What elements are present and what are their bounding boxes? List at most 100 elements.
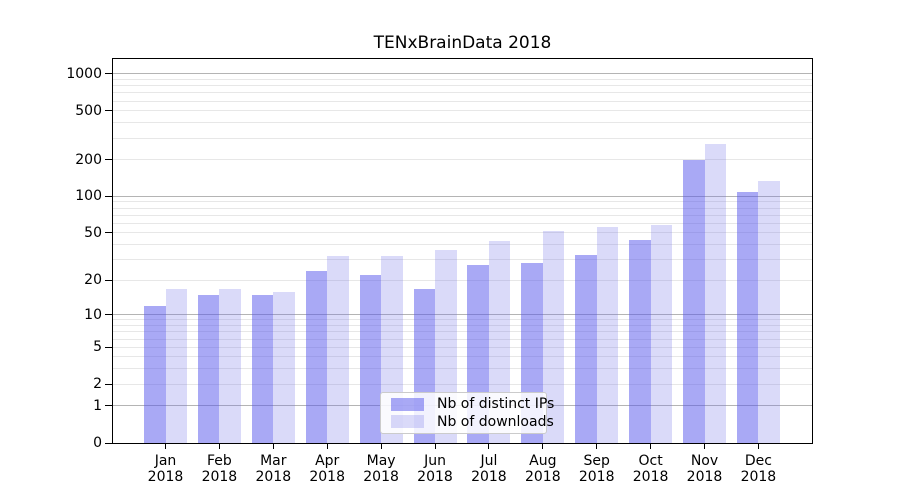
x-tick-month: Jul: [480, 453, 498, 469]
major-gridline: [113, 195, 812, 197]
minor-gridline: [113, 279, 812, 281]
x-tick-label: May 2018: [349, 453, 413, 485]
bar-downloads-jan: [165, 288, 187, 443]
x-tick-year: 2018: [309, 468, 345, 485]
legend-entry-downloads: Nb of downloads: [391, 414, 554, 430]
minor-gridline: [113, 368, 812, 370]
y-tick-mark: [105, 195, 112, 197]
minor-gridline: [113, 214, 812, 216]
minor-gridline: [113, 85, 812, 87]
bar-distinct-ips-jan: [144, 305, 166, 443]
y-tick-mark: [105, 442, 112, 444]
bar-downloads-oct: [650, 225, 673, 443]
minor-gridline: [113, 207, 812, 209]
x-tick-year: 2018: [471, 468, 507, 485]
bar-downloads-feb: [219, 288, 241, 443]
minor-gridline: [113, 346, 812, 348]
x-tick-year: 2018: [632, 468, 669, 485]
x-tick-mark: [542, 443, 544, 449]
x-tick-label: Nov 2018: [673, 453, 737, 485]
y-tick-label: 20: [84, 272, 102, 289]
major-gridline: [113, 314, 812, 316]
x-tick-year: 2018: [363, 468, 399, 485]
y-tick-label: 0: [93, 435, 102, 451]
bar-distinct-ips-oct: [629, 239, 651, 443]
minor-gridline: [113, 331, 812, 333]
x-tick-month: Feb: [206, 453, 232, 469]
bar-distinct-ips-nov: [683, 159, 705, 443]
minor-gridline: [113, 137, 812, 139]
y-tick-mark: [105, 383, 112, 385]
x-tick-month: Sep: [583, 453, 610, 469]
bar-downloads-apr: [327, 256, 349, 443]
minor-gridline: [113, 159, 812, 161]
minor-gridline: [113, 325, 812, 327]
x-tick-mark: [218, 443, 220, 449]
x-tick-year: 2018: [740, 468, 777, 485]
legend: Nb of distinct IPs Nb of downloads: [380, 392, 554, 434]
minor-gridline: [113, 259, 812, 260]
legend-label-distinct-ips: Nb of distinct IPs: [437, 396, 555, 413]
x-tick-month: Aug: [529, 453, 557, 469]
x-tick-year: 2018: [147, 468, 184, 485]
x-tick-label: Feb 2018: [187, 453, 251, 485]
x-tick-label: Jul 2018: [457, 453, 521, 485]
x-tick-month: Nov: [690, 453, 719, 469]
y-tick-label: 1: [93, 397, 102, 414]
y-tick-mark: [105, 159, 112, 161]
x-tick-year: 2018: [578, 468, 615, 485]
x-tick-month: Jun: [424, 453, 446, 469]
bar-downloads-nov: [704, 143, 726, 443]
minor-gridline: [113, 110, 812, 112]
x-tick-mark: [272, 443, 274, 449]
x-tick-month: Mar: [260, 453, 287, 469]
y-tick-label: 5: [93, 339, 102, 356]
bar-distinct-ips-sep: [575, 254, 597, 443]
x-tick-mark: [488, 443, 490, 449]
bar-distinct-ips-dec: [736, 192, 759, 443]
minor-gridline: [113, 122, 812, 124]
minor-gridline: [113, 244, 812, 246]
x-tick-year: 2018: [686, 468, 723, 485]
y-tick-mark: [105, 73, 112, 75]
x-tick-mark: [596, 443, 598, 449]
x-tick-label: Jun 2018: [403, 453, 467, 485]
plot-area: [112, 58, 813, 444]
minor-gridline: [113, 356, 812, 358]
y-tick-label: 100: [75, 188, 102, 205]
y-tick-label: 10: [84, 306, 102, 323]
x-tick-mark: [757, 443, 759, 449]
major-gridline: [113, 73, 812, 75]
legend-label-downloads: Nb of downloads: [437, 413, 554, 430]
y-tick-label: 50: [84, 224, 102, 241]
y-tick-mark: [105, 110, 112, 112]
minor-gridline: [113, 319, 812, 321]
x-tick-month: Jan: [154, 453, 177, 469]
bar-distinct-ips-apr: [305, 271, 328, 443]
y-tick-label: 200: [75, 151, 102, 168]
x-tick-mark: [380, 443, 382, 449]
y-tick-mark: [105, 314, 112, 316]
x-tick-month: Dec: [744, 453, 772, 469]
minor-gridline: [113, 201, 812, 203]
x-tick-month: May: [366, 453, 396, 469]
y-tick-mark: [105, 279, 112, 281]
x-tick-year: 2018: [201, 468, 238, 485]
bar-distinct-ips-may: [359, 275, 382, 443]
y-tick-label: 1000: [66, 65, 102, 82]
x-tick-year: 2018: [417, 468, 453, 485]
x-tick-label: Aug 2018: [511, 453, 575, 485]
x-tick-label: Dec 2018: [726, 453, 790, 485]
x-tick-mark: [165, 443, 166, 449]
minor-gridline: [113, 78, 812, 80]
x-tick-month: Apr: [315, 453, 340, 469]
x-tick-label: Sep 2018: [565, 453, 629, 485]
x-tick-mark: [434, 443, 436, 449]
x-tick-label: Jan 2018: [134, 453, 198, 485]
y-tick-label: 2: [93, 376, 102, 393]
x-tick-label: Mar 2018: [241, 453, 305, 485]
bar-distinct-ips-feb: [197, 294, 220, 443]
minor-gridline: [113, 92, 812, 94]
bar-downloads-aug: [542, 230, 565, 443]
